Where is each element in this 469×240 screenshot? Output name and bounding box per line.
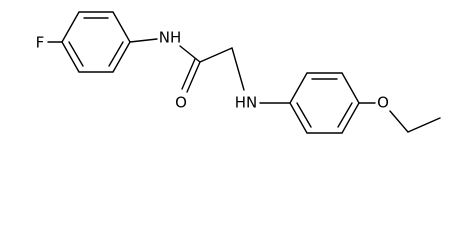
atom-label: NH xyxy=(159,29,182,47)
c-o-double-bond xyxy=(186,61,201,93)
atom-label: O xyxy=(377,94,389,112)
o-c-bond xyxy=(389,110,409,133)
c-n-bond xyxy=(231,47,245,91)
ring-double-bond xyxy=(296,102,312,128)
ring-double-bond xyxy=(337,102,353,128)
atom-label: HN xyxy=(235,94,258,112)
c-n-bond xyxy=(129,38,158,43)
c-o-double-bond xyxy=(181,58,196,90)
fluorophenyl-ring xyxy=(61,11,131,73)
molecule-diagram: F NH O HN O xyxy=(36,11,441,134)
n-c-bond xyxy=(179,45,201,63)
bonds xyxy=(47,11,441,134)
ring-double-bond xyxy=(68,41,84,67)
c-c-bond xyxy=(199,47,233,63)
ring-double-bond xyxy=(108,41,124,67)
ethoxyphenyl-ring xyxy=(289,72,360,134)
atom-label: F xyxy=(36,34,45,52)
c-c-bond xyxy=(407,117,441,133)
atom-label: O xyxy=(175,94,187,112)
